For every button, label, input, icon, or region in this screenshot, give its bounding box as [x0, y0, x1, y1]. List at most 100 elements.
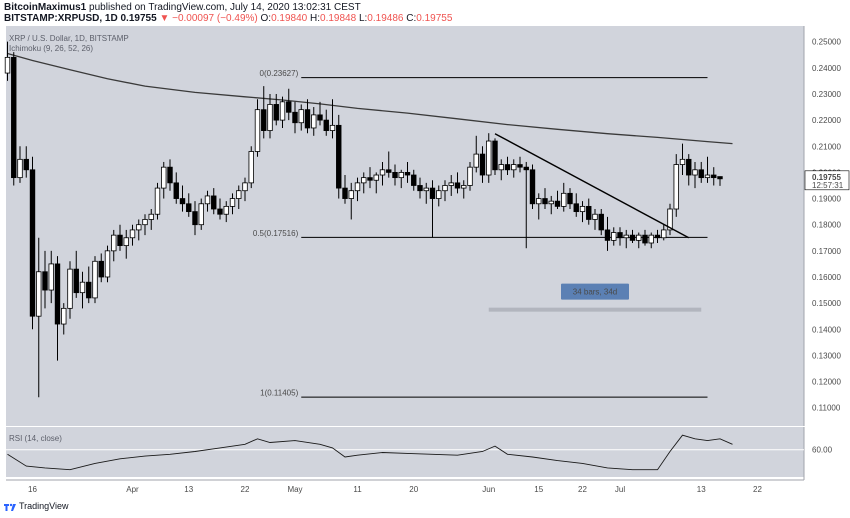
price-tick-label: 0.23000: [812, 90, 841, 99]
candle-body: [142, 219, 148, 226]
candle-body: [104, 250, 111, 278]
ohlc-open-value: 0.19840: [271, 13, 308, 24]
ichimoku-legend: Ichimoku (9, 26, 52, 26): [9, 44, 93, 53]
price-tick-label: 0.15000: [812, 299, 841, 308]
time-tick-label: 16: [28, 485, 37, 494]
time-tick-label: 22: [578, 485, 587, 494]
time-tick-label: 22: [241, 485, 250, 494]
candle-body: [611, 232, 617, 241]
candle-body: [36, 271, 42, 317]
candle-body: [667, 208, 673, 231]
price-tick-label: 0.16000: [812, 273, 841, 282]
chart-header: BitcoinMaximus1 published on TradingView…: [4, 2, 844, 26]
candle-body: [248, 151, 254, 184]
price-tick-label: 0.11000: [812, 404, 841, 413]
range-measure-label: 34 bars, 34d: [573, 288, 617, 297]
fib-level-label: 0(0.23627): [260, 69, 299, 78]
candle-body: [417, 185, 423, 192]
candle-body: [11, 56, 17, 179]
candle-body: [517, 164, 523, 168]
candle-body: [717, 176, 723, 180]
candle-body: [561, 192, 567, 207]
candle-body: [379, 169, 386, 176]
candle-body: [86, 281, 92, 299]
candle-body: [186, 203, 192, 213]
trendline-layer: [494, 133, 690, 239]
candle-body: [604, 229, 611, 241]
price-tick-label: 0.13000: [812, 351, 841, 360]
candle-body: [511, 164, 517, 171]
candle-body: [354, 182, 361, 192]
symbol-label: BITSTAMP:XRPUSD, 1D: [4, 13, 118, 24]
candle-body: [529, 169, 536, 205]
candle-body: [461, 185, 467, 189]
time-tick-label: 13: [184, 485, 193, 494]
ohlc-low-value: 0.19486: [367, 13, 404, 24]
price-tick-label: 0.22000: [812, 116, 841, 125]
candle-body: [79, 281, 86, 294]
candle-body: [129, 229, 136, 239]
candle-body: [161, 166, 167, 189]
candle-body: [311, 114, 317, 129]
candle-body: [198, 203, 204, 226]
candle-body: [304, 109, 311, 129]
candle-body: [373, 174, 379, 181]
candle-body: [448, 182, 454, 186]
price-tick-label: 0.21000: [812, 142, 841, 151]
candle-body: [54, 263, 61, 325]
time-tick-label: 22: [753, 485, 762, 494]
candle-body: [467, 166, 473, 186]
candle-body: [242, 182, 248, 192]
current-price-text: 0.19755: [120, 13, 157, 24]
candle-body: [192, 211, 198, 226]
candle-body: [179, 198, 186, 205]
candle-body: [442, 185, 448, 192]
candle-body: [267, 104, 273, 131]
candle-body: [486, 140, 492, 176]
candle-body: [548, 200, 554, 205]
candle-body: [123, 237, 129, 247]
candle-body: [554, 200, 561, 207]
candle-body: [698, 169, 704, 179]
tradingview-logo-icon: [4, 503, 16, 511]
ohlc-close-value: 0.19755: [416, 13, 453, 24]
time-tick-label: 20: [409, 485, 418, 494]
price-tick-label: 0.14000: [812, 325, 841, 334]
candle-body: [473, 153, 479, 168]
candle-body: [173, 182, 179, 199]
candle-body: [679, 158, 686, 165]
rsi-layer: 60.00: [6, 434, 833, 471]
author-name[interactable]: BitcoinMaximus1: [4, 2, 87, 13]
time-tick-label: 15: [534, 485, 543, 494]
candle-body: [236, 190, 242, 199]
time-tick-label: Jul: [615, 485, 625, 494]
candle-body: [204, 195, 211, 205]
candle-body: [67, 268, 73, 309]
candle-body: [523, 166, 529, 171]
candle-body: [223, 205, 229, 215]
candle-body: [436, 190, 442, 199]
candle-body: [111, 234, 117, 252]
candle-body: [542, 198, 548, 205]
price-chart[interactable]: 0(0.23627) 0.5(0.17516) 1(0.11405) 34 bars…: [0, 0, 850, 500]
candle-body: [586, 205, 592, 220]
candle-body: [61, 307, 67, 325]
candle-body: [598, 213, 604, 231]
candle-body: [348, 190, 354, 199]
ohlc-high-label: H:: [310, 13, 321, 24]
candle-body: [673, 164, 679, 210]
candle-body: [117, 234, 123, 247]
tradingview-brand[interactable]: TradingView: [19, 501, 69, 511]
fib-retracement-layer: 0(0.23627) 0.5(0.17516) 1(0.11405): [253, 69, 708, 398]
candle-body: [498, 164, 504, 171]
candle-body: [454, 182, 461, 189]
publish-info: published on TradingView.com, July 14, 2…: [89, 2, 361, 13]
candle-body: [167, 166, 173, 184]
candle-body: [592, 213, 598, 220]
bar-countdown-label: 12:57:31: [812, 181, 844, 190]
candle-body: [292, 111, 298, 124]
main-pane-background: [6, 26, 804, 426]
fib-level-label: 1(0.11405): [260, 389, 298, 398]
time-tick-label: 11: [353, 485, 362, 494]
candle-body: [423, 187, 429, 192]
